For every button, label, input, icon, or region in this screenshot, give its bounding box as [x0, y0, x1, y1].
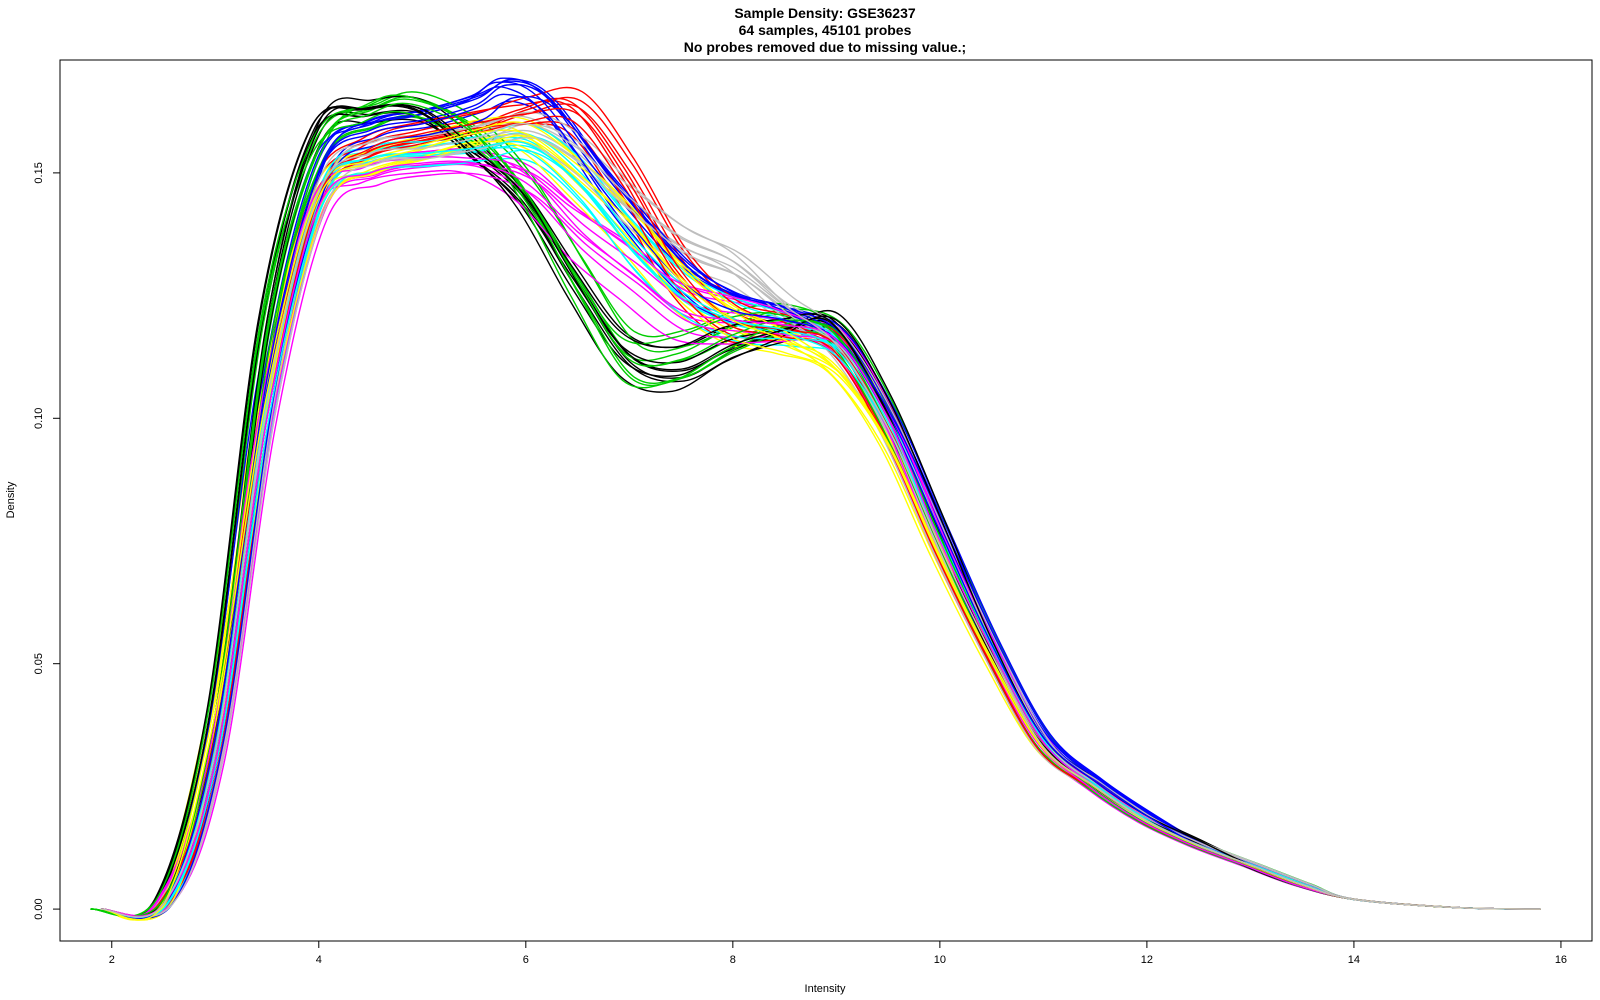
chart-subtitle-probes: No probes removed due to missing value.; — [684, 39, 966, 55]
density-series-line — [100, 121, 1541, 917]
x-tick-label: 16 — [1555, 954, 1567, 966]
density-series-line — [100, 156, 1541, 917]
density-series-line — [100, 162, 1541, 917]
density-series-line — [100, 129, 1541, 921]
density-series-line — [100, 135, 1541, 919]
density-series-line — [100, 116, 1541, 921]
density-series-line — [100, 122, 1541, 921]
density-series-line — [100, 132, 1541, 919]
density-series-line — [100, 120, 1541, 917]
density-curves — [90, 77, 1541, 921]
density-series-line — [100, 139, 1541, 921]
x-tick-label: 2 — [109, 954, 115, 966]
density-series-line — [100, 160, 1541, 917]
density-series-line — [100, 136, 1541, 919]
density-series-line — [100, 115, 1541, 917]
y-tick-label: 0.15 — [33, 162, 45, 183]
density-series-line — [100, 149, 1541, 918]
density-series-line — [100, 123, 1541, 918]
x-axis: 2 4 6 8 10 12 14 16 — [109, 940, 1567, 966]
density-series-line — [90, 110, 1541, 918]
chart-subtitle-samples: 64 samples, 45101 probes — [739, 22, 912, 38]
chart-title: Sample Density: GSE36237 — [734, 5, 916, 21]
density-series-line — [100, 136, 1541, 921]
density-series-line — [100, 118, 1541, 917]
y-axis: 0.00 0.05 0.10 0.15 — [33, 162, 61, 920]
density-series-line — [100, 122, 1541, 918]
y-tick-label: 0.00 — [33, 898, 45, 919]
x-tick-label: 14 — [1348, 954, 1360, 966]
density-series-line — [100, 135, 1541, 921]
density-series-line — [100, 149, 1541, 918]
density-series-line — [100, 111, 1541, 918]
density-series-line — [100, 115, 1541, 918]
density-series-line — [100, 140, 1541, 919]
density-series-line — [100, 137, 1541, 918]
density-series-line — [100, 133, 1541, 921]
density-series-line — [100, 123, 1541, 918]
x-tick-label: 8 — [730, 954, 736, 966]
y-tick-label: 0.10 — [33, 408, 45, 429]
density-series-line — [100, 169, 1541, 917]
x-tick-label: 10 — [934, 954, 946, 966]
density-series-line — [100, 148, 1541, 918]
density-series-line — [100, 161, 1541, 917]
x-tick-label: 4 — [316, 954, 322, 966]
density-series-line — [100, 133, 1541, 918]
x-tick-label: 12 — [1141, 954, 1153, 966]
x-axis-label: Intensity — [805, 983, 846, 995]
y-tick-label: 0.05 — [33, 653, 45, 674]
density-series-line — [100, 157, 1541, 918]
density-series-line — [100, 104, 1541, 918]
density-series-line — [100, 163, 1541, 917]
density-series-line — [100, 121, 1541, 921]
y-axis-label: Density — [5, 481, 17, 518]
density-series-line — [100, 140, 1541, 921]
density-series-line — [100, 144, 1541, 919]
x-tick-label: 6 — [523, 954, 529, 966]
density-series-line — [100, 172, 1541, 917]
density-series-line — [100, 146, 1541, 919]
plot-frame — [59, 59, 1593, 942]
density-series-line — [100, 123, 1541, 919]
density-series-line — [100, 140, 1541, 918]
